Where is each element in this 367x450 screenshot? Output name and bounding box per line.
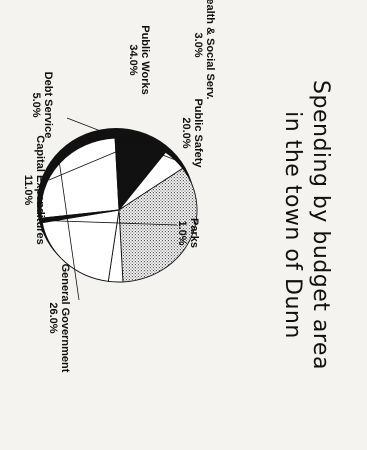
slice-name: Health & Social Serv. — [204, 0, 216, 100]
slice-name: Public Works — [139, 25, 151, 94]
pie-slice-public-works — [118, 167, 198, 283]
pie-slices — [40, 137, 198, 283]
pie-slice-public-safety — [41, 209, 120, 282]
slice-name: Capital Expenditures — [34, 135, 46, 244]
pie-leader-lines — [41, 117, 178, 301]
slice-percent: 34.0% — [127, 44, 139, 75]
slice-name: Debt Service — [42, 72, 54, 139]
slice-label-public-safety: Public Safety20.0% — [180, 98, 204, 168]
slice-percent: 20.0% — [180, 117, 192, 148]
slice-name: Public Safety — [192, 98, 204, 168]
slice-percent: 1.0% — [176, 220, 188, 245]
slice-label-capital-expenditures: Capital Expenditures11.0% — [22, 135, 46, 244]
leader-line-capital-expenditures — [48, 140, 142, 181]
leader-line-general-government — [59, 163, 80, 301]
slice-name: Parks — [188, 218, 200, 248]
slice-percent: 26.0% — [47, 302, 59, 333]
pie-labels: General Government26.0%Capital Expenditu… — [22, 0, 216, 373]
slice-name: General Government — [59, 264, 71, 373]
slice-percent: 3.0% — [192, 32, 204, 57]
slice-percent: 5.0% — [30, 92, 42, 117]
slice-label-debt-service: Debt Service5.0% — [30, 72, 54, 139]
slice-label-health-social-serv: Health & Social Serv.3.0% — [192, 0, 216, 100]
slice-label-parks: Parks1.0% — [176, 218, 200, 248]
slice-label-general-government: General Government26.0% — [47, 264, 71, 373]
pie-slice-general-government — [40, 137, 120, 219]
slice-label-public-works: Public Works34.0% — [127, 25, 151, 94]
leader-line-parks — [41, 219, 178, 226]
pie-slice-parks — [40, 209, 120, 224]
leader-line-debt-service — [66, 117, 175, 161]
slice-percent: 11.0% — [22, 175, 34, 206]
